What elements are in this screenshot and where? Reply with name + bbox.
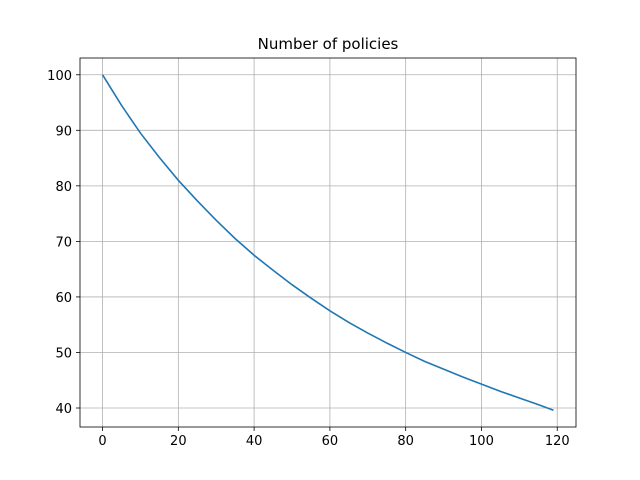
y-tick-label: 50 [55,346,72,361]
x-tick-label: 120 [545,434,570,449]
y-tick-label: 40 [55,402,72,417]
x-tick-label: 20 [170,434,187,449]
plot-frame [79,57,577,428]
chart-title: Number of policies [258,35,399,53]
x-tick-label: 40 [246,434,263,449]
data-line [101,74,554,411]
x-tick-label: 100 [469,434,494,449]
y-tick-label: 90 [55,124,72,139]
y-tick-label: 80 [55,180,72,195]
y-tick-label: 100 [47,69,72,84]
x-tick-label: 80 [397,434,414,449]
x-tick-label: 60 [322,434,339,449]
y-tick-label: 70 [55,235,72,250]
y-tick-label: 60 [55,291,72,306]
x-tick-label: 0 [98,434,106,449]
